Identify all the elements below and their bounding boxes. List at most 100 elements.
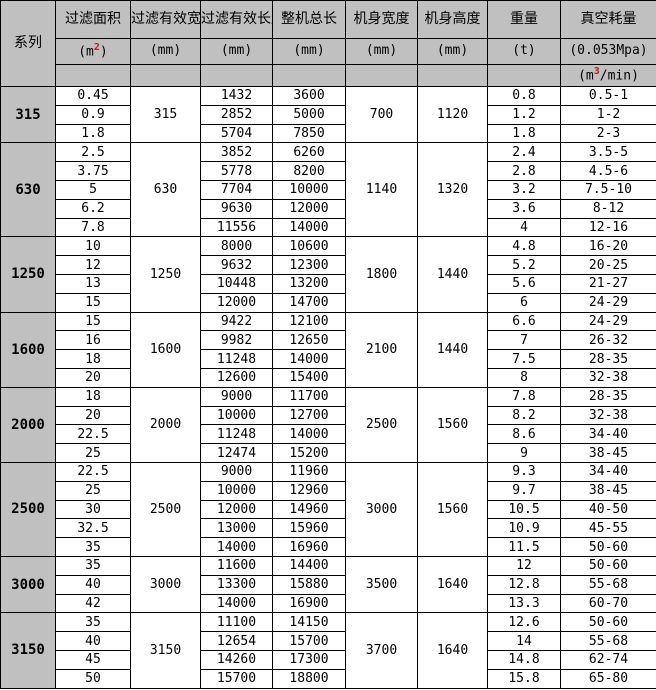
total-length-cell: 12700 <box>272 405 346 426</box>
filter-length-cell: 13300 <box>200 574 273 595</box>
body-width-cell: 2500 <box>345 386 418 463</box>
vacuum-cell: 2-3 <box>560 123 656 144</box>
table-row: 3150 35 3150 11100 14150 3700 1640 12.6 50-60 <box>0 612 656 689</box>
filter-area-cell: 25 <box>55 480 131 501</box>
filter-width-cell: 1600 <box>130 311 201 388</box>
weight-cell: 5.2 <box>487 255 561 275</box>
filter-length-cell: 12000 <box>200 292 273 313</box>
body-height-cell: 1320 <box>417 142 488 238</box>
filter-area-cell: 7.8 <box>55 217 131 238</box>
weight-cell: 1.8 <box>487 123 561 144</box>
weight-cell: 3.2 <box>487 179 561 200</box>
filter-area-cell: 35 <box>55 555 131 576</box>
vacuum-cell: 34-40 <box>560 424 656 445</box>
total-length-cell: 12100 <box>272 311 346 332</box>
total-length-cell: 14960 <box>272 499 346 520</box>
table-row: 13 10448 13200 5.6 21-27 <box>1 273 656 294</box>
table-row: 3.75 5778 8200 2.8 4.5-6 <box>1 161 656 181</box>
weight-cell: 1.2 <box>487 104 561 125</box>
total-length-cell: 11700 <box>272 386 346 407</box>
table-row: 7.8 11556 14000 4 12-16 <box>1 217 656 238</box>
weight-cell: 6 <box>487 292 561 313</box>
table-row: 18 11248 14000 7.5 28-35 <box>1 349 656 369</box>
table-row: 20 10000 12700 8.2 32-38 <box>1 405 656 426</box>
unit-text: (m <box>78 44 94 60</box>
weight-cell: 5.6 <box>487 273 561 294</box>
filter-length-cell: 7704 <box>200 179 273 200</box>
total-length-cell: 15700 <box>272 631 346 651</box>
weight-cell: 9 <box>487 443 561 463</box>
weight-cell: 0.8 <box>487 86 561 106</box>
filter-area-cell: 40 <box>55 574 131 595</box>
weight-cell: 4 <box>487 217 561 238</box>
filter-area-cell: 15 <box>55 292 131 313</box>
col-header-body-height: 机身高度 <box>417 0 488 39</box>
body-width-cell: 3700 <box>345 612 418 689</box>
filter-area-cell: 22.5 <box>55 461 131 482</box>
body-height-cell: 1640 <box>417 612 488 689</box>
total-length-cell: 11960 <box>272 461 346 482</box>
total-length-cell: 15880 <box>272 574 346 595</box>
filter-area-cell: 42 <box>55 593 131 614</box>
series-cell: 1600 <box>0 311 56 388</box>
table-row: 16 9982 12650 7 26-32 <box>1 330 656 351</box>
weight-cell: 7 <box>487 330 561 351</box>
table-row: 20 12600 15400 8 32-38 <box>1 367 656 388</box>
total-length-cell: 18800 <box>272 668 346 689</box>
filter-length-cell: 12600 <box>200 367 273 388</box>
unit-filter-length: (mm) <box>200 38 273 65</box>
filter-area-cell: 1.8 <box>55 123 131 144</box>
weight-cell: 4.8 <box>487 236 561 257</box>
filter-area-cell: 18 <box>55 386 131 407</box>
table-body: 315 0.45 315 1432 3600 700 1120 0.8 0.5-1 0.9 2852… <box>0 85 656 689</box>
vacuum-cell: 1-2 <box>560 104 656 125</box>
unit-text: (m <box>578 68 594 84</box>
total-length-cell: 15400 <box>272 367 346 388</box>
col-header-weight: 重量 <box>487 0 561 39</box>
filter-area-cell: 6.2 <box>55 198 131 219</box>
body-height-cell: 1640 <box>417 555 488 614</box>
total-length-cell: 10600 <box>272 236 346 257</box>
weight-cell: 14.8 <box>487 649 561 670</box>
weight-cell: 8 <box>487 367 561 388</box>
total-length-cell: 10000 <box>272 179 346 200</box>
filter-area-cell: 32.5 <box>55 518 131 539</box>
table-row: 40 13300 15880 12.8 55-68 <box>1 574 656 595</box>
unit-weight: (t) <box>487 38 561 65</box>
body-height-cell: 1560 <box>417 386 488 463</box>
weight-cell: 12 <box>487 555 561 576</box>
filter-width-cell: 1250 <box>130 236 201 313</box>
total-length-cell: 3600 <box>272 86 346 106</box>
filter-length-cell: 9422 <box>200 311 273 332</box>
table-row: 25 10000 12960 9.7 38-45 <box>1 480 656 501</box>
total-length-cell: 14000 <box>272 424 346 445</box>
body-width-cell: 2100 <box>345 311 418 388</box>
filter-area-cell: 2.5 <box>55 142 131 163</box>
filter-area-cell: 35 <box>55 612 131 633</box>
filter-area-cell: 18 <box>55 349 131 369</box>
filter-area-cell: 50 <box>55 668 131 689</box>
vacuum-cell: 62-74 <box>560 649 656 670</box>
total-length-cell: 16900 <box>272 593 346 614</box>
unit-vacuum-pressure: (0.053Mpa) <box>560 38 656 65</box>
vacuum-cell: 34-40 <box>560 461 656 482</box>
filter-area-cell: 45 <box>55 649 131 670</box>
filter-width-cell: 2500 <box>130 461 201 557</box>
vacuum-cell: 0.5-1 <box>560 86 656 106</box>
total-length-cell: 14000 <box>272 217 346 238</box>
table-row: 50 15700 18800 15.8 65-80 <box>1 668 656 689</box>
table-row: 45 14260 17300 14.8 62-74 <box>1 649 656 670</box>
col-header-vacuum: 真空耗量 <box>560 0 656 39</box>
filter-area-cell: 22.5 <box>55 424 131 445</box>
weight-cell: 14 <box>487 631 561 651</box>
header-empty-cell <box>487 64 561 87</box>
col-header-body-width: 机身宽度 <box>345 0 418 39</box>
weight-cell: 12.6 <box>487 612 561 633</box>
filter-length-cell: 12654 <box>200 631 273 651</box>
vacuum-cell: 60-70 <box>560 593 656 614</box>
filter-length-cell: 9982 <box>200 330 273 351</box>
filter-length-cell: 10448 <box>200 273 273 294</box>
table-row: 2000 18 2000 9000 11700 2500 1560 7.8 28-35 <box>0 386 656 463</box>
body-width-cell: 1140 <box>345 142 418 238</box>
